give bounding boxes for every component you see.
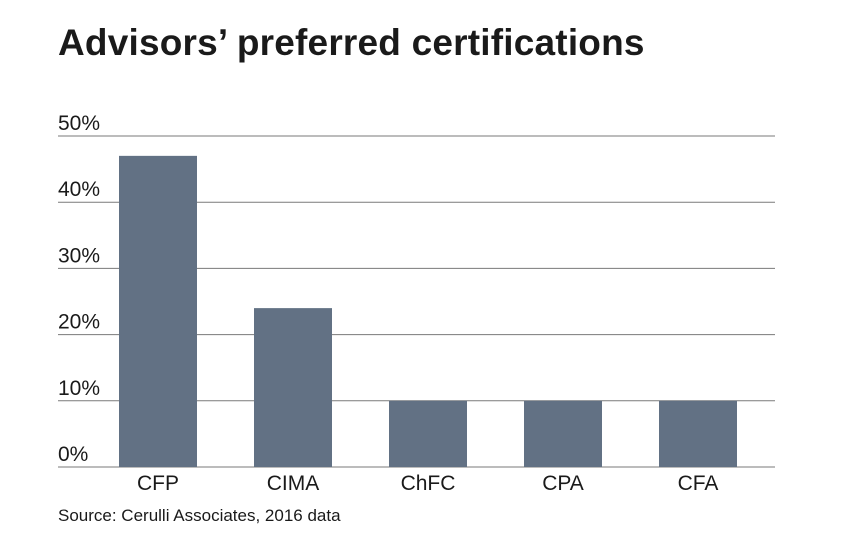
x-category-label: CPA: [542, 472, 584, 495]
y-tick-label: 20%: [58, 311, 100, 334]
bars: [119, 155, 737, 468]
bar-cfp: [119, 155, 197, 468]
x-category-label: CFP: [137, 472, 179, 495]
y-tick-label: 10%: [58, 377, 100, 400]
y-tick-label: 0%: [58, 443, 88, 466]
x-axis-labels: CFP CIMA ChFC CPA CFA: [137, 472, 718, 495]
chart-title: Advisors’ preferred certifications: [58, 22, 645, 63]
bar-cima: [254, 308, 332, 467]
y-tick-label: 40%: [58, 178, 100, 201]
bar-chfc: [389, 400, 467, 467]
bar-cpa: [524, 400, 602, 467]
y-tick-label: 30%: [58, 244, 100, 267]
y-axis-ticks: 0% 10% 20% 30% 40% 50%: [58, 112, 100, 466]
x-category-label: CIMA: [267, 472, 320, 495]
x-category-label: CFA: [678, 472, 719, 495]
bar-chart: 0% 10% 20% 30% 40% 50% CFP CIMA ChFC CPA CFA: [58, 112, 775, 495]
x-category-label: ChFC: [401, 472, 456, 495]
y-tick-label: 50%: [58, 112, 100, 135]
bar-cfa: [659, 400, 737, 467]
source-note: Source: Cerulli Associates, 2016 data: [58, 506, 341, 525]
